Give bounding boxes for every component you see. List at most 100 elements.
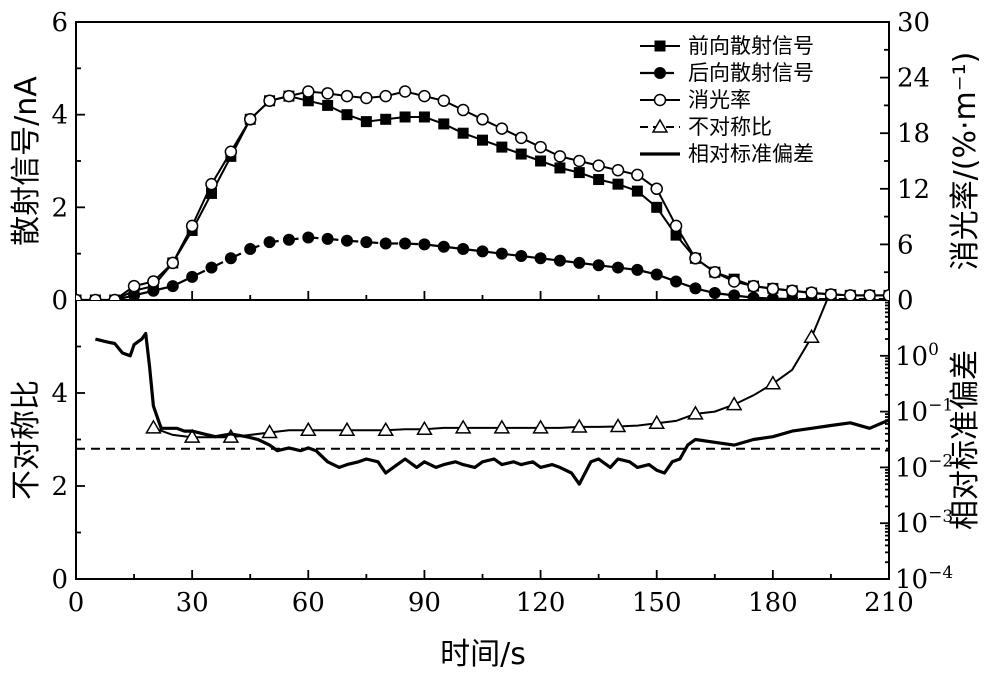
y-tick-label: 10−2 — [895, 451, 953, 483]
data-point — [89, 293, 102, 300]
x-tick-label: 210 — [864, 588, 914, 618]
data-point — [882, 289, 889, 300]
x-axis-ticks: 0 30 60 90 120 150 180 210 — [68, 291, 914, 618]
data-point — [708, 265, 722, 279]
y-tick-label: 0 — [51, 565, 68, 595]
y-tick-label: 4 — [51, 379, 68, 409]
data-point — [243, 113, 257, 126]
top-right-axis-title: 消光率/(%·m⁻¹) — [948, 52, 983, 271]
legend-label: 相对标准偏差 — [688, 142, 814, 166]
data-point — [456, 103, 470, 117]
top-left-axis-ticks: 0 2 4 6 — [51, 8, 85, 316]
data-point — [399, 237, 412, 250]
data-point — [612, 261, 624, 274]
data-point — [496, 141, 508, 153]
data-point — [299, 421, 317, 436]
data-point — [514, 131, 528, 145]
data-point — [727, 275, 741, 288]
y-tick-label: 2 — [51, 472, 68, 502]
data-point — [438, 118, 450, 130]
data-point — [593, 174, 605, 186]
data-point — [495, 247, 508, 260]
x-axis-title: 时间/s — [440, 637, 526, 672]
data-point — [725, 396, 743, 411]
data-point — [282, 233, 295, 246]
data-point — [553, 150, 567, 163]
data-point — [341, 234, 353, 247]
x-tick-label: 120 — [516, 588, 566, 618]
data-point — [127, 279, 141, 293]
y-tick-label: 0 — [897, 286, 914, 316]
data-point — [747, 279, 760, 293]
data-point — [747, 291, 760, 300]
data-point — [785, 284, 799, 297]
data-point — [651, 201, 663, 213]
data-point — [418, 238, 431, 251]
data-point — [803, 328, 820, 343]
top-left-axis-title: 散射信号/nA — [9, 76, 44, 246]
data-point — [128, 289, 141, 300]
y-tick-label: 6 — [51, 8, 68, 38]
y-tick-label: 4 — [51, 101, 68, 131]
data-point — [631, 185, 643, 197]
data-point — [416, 420, 433, 436]
y-tick-label: 0 — [51, 286, 68, 316]
data-point — [360, 116, 372, 128]
data-point — [687, 405, 704, 420]
data-point — [805, 286, 818, 299]
data-point — [477, 134, 488, 146]
data-point — [147, 275, 160, 288]
data-point — [766, 282, 780, 296]
data-point — [495, 122, 509, 135]
data-point — [418, 89, 431, 103]
data-point — [863, 289, 876, 300]
x-tick-label: 180 — [748, 588, 798, 618]
data-point — [302, 231, 315, 244]
y-tick-label: 100 — [895, 340, 939, 372]
data-point — [553, 254, 566, 267]
data-point — [244, 243, 257, 256]
y-tick-label: 10−4 — [895, 563, 953, 595]
bottom-left-axis-ticks: 0 2 4 — [51, 345, 85, 595]
data-point — [515, 148, 527, 160]
data-point — [766, 292, 779, 300]
data-point — [322, 99, 334, 111]
data-point — [437, 240, 450, 253]
data-point — [360, 91, 373, 105]
series-line — [95, 331, 889, 486]
data-point — [183, 428, 201, 443]
data-point — [263, 94, 276, 108]
data-point — [377, 421, 395, 436]
data-point — [570, 418, 588, 433]
data-point — [457, 243, 470, 256]
data-point — [650, 268, 663, 281]
data-point — [108, 293, 121, 300]
data-point — [728, 289, 741, 300]
data-point — [261, 424, 278, 439]
top-panel-series — [76, 85, 889, 300]
data-point — [398, 85, 412, 98]
data-point — [631, 168, 644, 182]
data-point — [145, 419, 162, 434]
x-tick-label: 90 — [408, 588, 441, 618]
data-point — [340, 89, 354, 103]
y-tick-label: 12 — [897, 175, 930, 205]
bottom-right-axis-ticks: 10−4 10−3 10−2 10−1 100 — [880, 301, 953, 595]
data-point — [263, 236, 276, 249]
legend-label: 前向散射信号 — [688, 34, 814, 58]
x-tick-label: 60 — [292, 588, 325, 618]
legend-swatch-marker — [654, 67, 666, 79]
data-point — [457, 127, 469, 139]
bottom-panel-series — [76, 300, 889, 486]
x-tick-label: 150 — [632, 588, 682, 618]
data-point — [573, 256, 586, 269]
bottom-right-axis-title: 相对标准偏差 — [948, 350, 983, 530]
data-point — [648, 414, 666, 429]
data-point — [670, 275, 683, 288]
data-point — [535, 155, 547, 167]
data-point — [166, 256, 180, 270]
legend-label: 消光率 — [688, 88, 751, 112]
data-point — [185, 219, 199, 233]
y-tick-label: 10−1 — [895, 396, 953, 428]
